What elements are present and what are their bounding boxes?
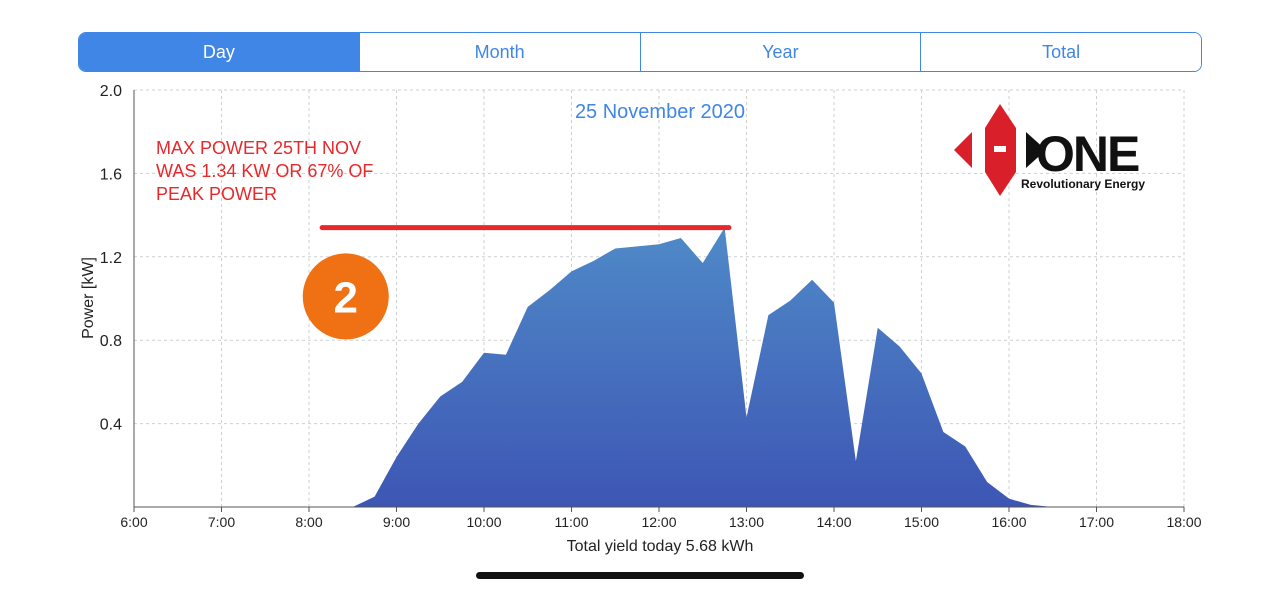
x-tick-label: 11:00 xyxy=(555,514,589,530)
tab-year[interactable]: Year xyxy=(639,33,921,71)
x-tick-label: 17:00 xyxy=(1079,514,1114,530)
y-tick-label: 0.4 xyxy=(100,417,122,434)
logo-word: ONE xyxy=(1036,126,1139,182)
y-tick-label: 1.6 xyxy=(100,166,122,183)
logo-left-arrow xyxy=(954,132,972,168)
logo-tagline: Revolutionary Energy xyxy=(1021,177,1145,191)
x-tick-label: 15:00 xyxy=(904,514,939,530)
y-axis-label: Power [kW] xyxy=(80,257,97,339)
annotation-line-3: PEAK POWER xyxy=(156,184,277,204)
annotation: MAX POWER 25TH NOV WAS 1.34 KW OR 67% OF… xyxy=(156,138,732,340)
power-area xyxy=(352,227,1075,508)
y-tick-label: 0.8 xyxy=(100,333,122,350)
x-tick-label: 13:00 xyxy=(729,514,764,530)
x-tick-label: 16:00 xyxy=(991,514,1026,530)
x-tick-label: 12:00 xyxy=(641,514,676,530)
y-tick-label: 2.0 xyxy=(100,83,122,100)
period-tabs: Day Month Year Total xyxy=(78,32,1202,72)
x-tick-label: 7:00 xyxy=(208,514,235,530)
x-tick-label: 14:00 xyxy=(816,514,851,530)
home-indicator[interactable] xyxy=(476,572,804,579)
annotation-line-2: WAS 1.34 KW OR 67% OF xyxy=(156,161,373,181)
x-tick-label: 18:00 xyxy=(1166,514,1201,530)
tab-total[interactable]: Total xyxy=(920,33,1201,71)
x-axis-label: Total yield today 5.68 kWh xyxy=(567,538,754,555)
annotation-line-1: MAX POWER 25TH NOV xyxy=(156,138,361,158)
logo-right-arrow xyxy=(1026,132,1046,168)
x-tick-label: 6:00 xyxy=(120,514,147,530)
h-one-logo: ONE Revolutionary Energy xyxy=(954,104,1145,196)
chart-title: 25 November 2020 xyxy=(575,101,745,123)
x-tick-label: 9:00 xyxy=(383,514,410,530)
y-tick-label: 1.2 xyxy=(100,250,122,267)
step-badge-number: 2 xyxy=(334,273,358,322)
tab-month[interactable]: Month xyxy=(358,33,640,71)
tab-day[interactable]: Day xyxy=(79,33,359,71)
x-tick-label: 10:00 xyxy=(466,514,501,530)
step-badge xyxy=(302,253,389,340)
x-tick-label: 8:00 xyxy=(295,514,322,530)
